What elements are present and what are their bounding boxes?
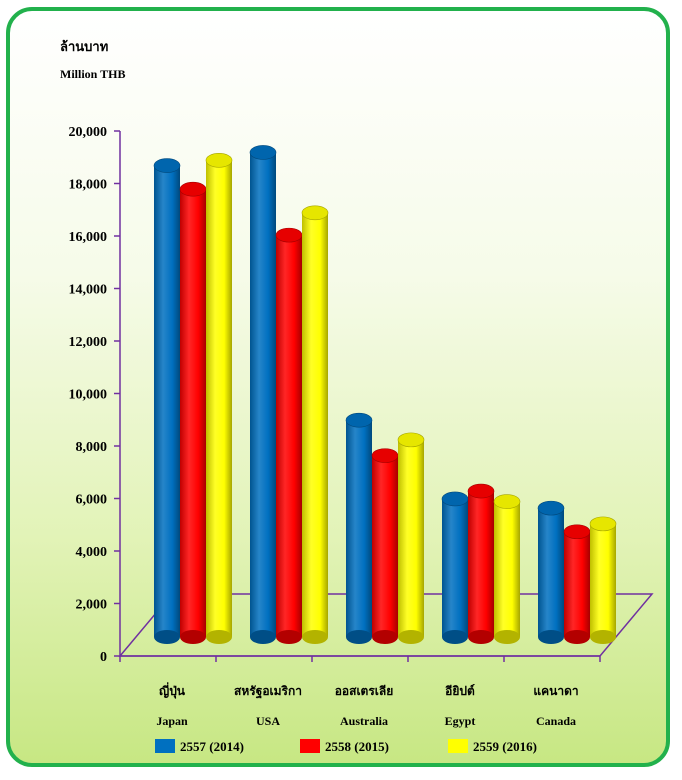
bar-body <box>206 160 232 637</box>
legend-swatch <box>155 739 175 753</box>
legend-label: 2557 (2014) <box>180 739 244 754</box>
y-tick-label: 0 <box>100 650 107 665</box>
y-unit-english-label: Million THB <box>60 67 125 81</box>
bar-australia-0 <box>345 412 373 644</box>
bar-body <box>494 501 520 637</box>
y-tick-label: 14,000 <box>69 283 108 298</box>
bar-canada-1 <box>563 524 591 644</box>
bar-base <box>276 630 302 644</box>
bar-usa-2 <box>301 205 329 644</box>
bar-top <box>537 500 565 516</box>
category-label-thai: ญี่ปุ่น <box>159 682 186 699</box>
bar-canada-0 <box>537 500 565 644</box>
bar-top <box>493 494 521 509</box>
y-tick-label: 12,000 <box>69 335 108 350</box>
y-unit-thai-label: ล้านบาท <box>60 39 108 55</box>
bar-japan-0 <box>153 158 181 644</box>
bar-top <box>371 448 399 463</box>
bar-base <box>564 630 590 644</box>
bar-usa-1 <box>275 227 303 644</box>
bar-body <box>180 189 206 637</box>
bar-top <box>441 491 469 507</box>
bar-body <box>590 523 616 637</box>
bar-base <box>154 630 180 644</box>
y-tick-label: 6,000 <box>76 493 108 508</box>
bar-egypt-1 <box>467 483 495 644</box>
category-label-thai: อียิปต์ <box>445 684 475 698</box>
chart-svg: 0 2,000 4,000 6,000 8,000 10,000 12,000 14,000 1… <box>60 39 654 754</box>
bar-japan-1 <box>179 181 207 644</box>
bar-top <box>467 483 495 499</box>
bar-top <box>397 432 425 448</box>
bar-body <box>346 420 372 637</box>
bar-base <box>494 630 520 644</box>
category-label-english: Australia <box>340 714 388 728</box>
bar-top <box>563 524 591 540</box>
bar-egypt-0 <box>441 491 469 644</box>
y-tick-label: 8,000 <box>76 440 108 455</box>
category-label-english: Japan <box>156 714 188 728</box>
legend-label: 2558 (2015) <box>325 739 389 754</box>
bar-base <box>302 630 328 644</box>
bar-base <box>346 630 372 644</box>
bar-body <box>538 508 564 637</box>
category-label-thai: สหรัฐอเมริกา <box>234 684 302 699</box>
category-label-thai: แคนาดา <box>533 684 578 698</box>
y-tick-label: 4,000 <box>76 545 108 560</box>
bar-top <box>345 412 373 428</box>
bar-top <box>153 158 181 173</box>
bar-base <box>590 630 616 644</box>
bar-base <box>442 630 468 644</box>
legend-swatch <box>448 739 468 753</box>
bar-base <box>206 630 232 644</box>
bar-body <box>372 455 398 637</box>
bar-top <box>205 153 233 168</box>
legend-label: 2559 (2016) <box>473 739 537 754</box>
bar-body <box>442 498 468 637</box>
bar-body <box>468 491 494 637</box>
bar-base <box>250 630 276 644</box>
bar-top <box>275 227 303 243</box>
y-tick-label: 10,000 <box>69 388 108 403</box>
bar-base <box>372 630 398 644</box>
bar-australia-2 <box>397 432 425 644</box>
y-tick-label: 20,000 <box>69 125 108 140</box>
bar-top <box>301 205 329 221</box>
bar-japan-2 <box>205 153 233 644</box>
bar-body <box>564 531 590 637</box>
bar-base <box>538 630 564 644</box>
category-label-english: USA <box>256 714 280 728</box>
bar-base <box>398 630 424 644</box>
bar-base <box>180 630 206 644</box>
bar-australia-1 <box>371 448 399 644</box>
legend-swatch <box>300 739 320 753</box>
bar-body <box>154 165 180 637</box>
bar-body <box>276 235 302 637</box>
bar-body <box>302 212 328 637</box>
y-tick-label: 16,000 <box>69 230 108 245</box>
bar-top <box>179 181 207 197</box>
bar-base <box>468 630 494 644</box>
category-label-english: Canada <box>536 714 576 728</box>
y-tick-label: 18,000 <box>69 178 108 193</box>
y-tick-label: 2,000 <box>76 598 108 613</box>
bar-top <box>249 145 277 160</box>
bar-canada-2 <box>589 516 617 644</box>
bar-top <box>589 516 617 532</box>
category-label-english: Egypt <box>445 714 476 728</box>
category-label-thai: ออสเตรเลีย <box>335 684 394 698</box>
bar-usa-0 <box>249 145 277 644</box>
bar-egypt-2 <box>493 494 521 644</box>
chart-frame: 0 2,000 4,000 6,000 8,000 10,000 12,000 14,000 1… <box>6 7 670 767</box>
bar-body <box>398 439 424 637</box>
bar-body <box>250 152 276 637</box>
